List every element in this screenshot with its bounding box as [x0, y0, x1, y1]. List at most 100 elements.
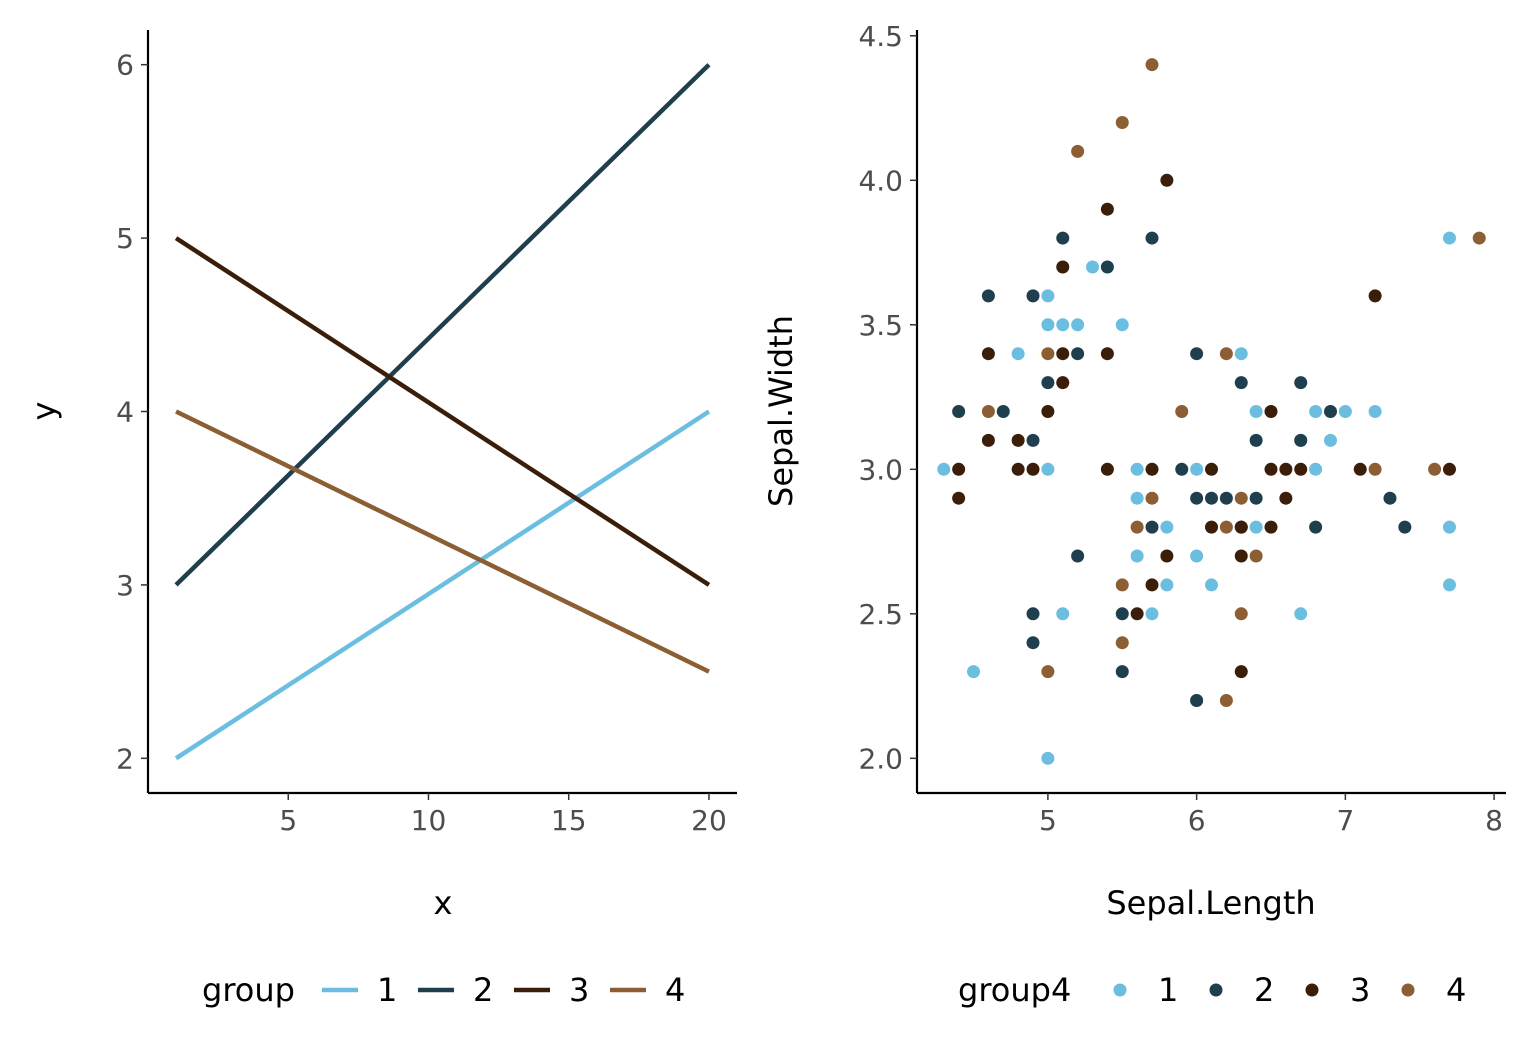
scatter-point-group-3 [1234, 520, 1248, 534]
scatter-point-group-3 [1442, 462, 1456, 476]
scatter-point-group-2 [1294, 376, 1308, 390]
right-x-tick-label: 6 [1188, 804, 1206, 837]
scatter-point-group-2 [1249, 433, 1263, 447]
scatter-point-group-2 [1115, 607, 1129, 621]
right-y-tick-label: 3.5 [858, 309, 903, 342]
left-legend-label-4: 4 [665, 971, 685, 1009]
left-x-tick-label: 10 [411, 804, 447, 837]
left-y-tick-label: 4 [116, 396, 134, 429]
line-series-2 [174, 63, 711, 587]
scatter-point-group-1 [1323, 433, 1337, 447]
right-y-tick-label: 3.0 [858, 453, 903, 486]
right-legend-key-4 [1401, 983, 1415, 997]
left-y-tick-label: 2 [116, 742, 134, 775]
scatter-point-group-3 [1264, 462, 1278, 476]
scatter-point-group-1 [1130, 462, 1144, 476]
scatter-point-group-4 [1219, 694, 1233, 708]
scatter-point-group-3 [1205, 520, 1218, 534]
scatter-point-group-1 [1294, 607, 1308, 621]
scatter-point-group-4 [1115, 115, 1129, 129]
scatter-point-group-3 [1011, 462, 1025, 476]
scatter-point-group-2 [1190, 491, 1204, 505]
left-y-axis-title: y [25, 402, 63, 421]
scatter-point-group-3 [952, 462, 966, 476]
scatter-point-group-3 [952, 491, 966, 505]
scatter-point-group-2 [1383, 491, 1397, 505]
scatter-point-group-4 [1145, 491, 1159, 505]
scatter-point-group-3 [1130, 607, 1144, 621]
right-x-axis-title: Sepal.Length [1106, 884, 1315, 922]
scatter-point-group-1 [1041, 751, 1055, 765]
scatter-point-group-2 [1100, 260, 1114, 274]
scatter-point-group-1 [967, 665, 981, 679]
line-series-1 [174, 409, 711, 761]
scatter-point-group-3 [1100, 202, 1114, 216]
scatter-point-group-3 [1264, 405, 1278, 418]
scatter-point-group-1 [1368, 405, 1382, 418]
left-x-tick-label: 15 [551, 804, 587, 837]
scatter-point-group-1 [1056, 318, 1070, 332]
scatter-point-group-4 [1041, 665, 1055, 679]
scatter-point-group-2 [1190, 347, 1204, 361]
scatter-point-group-1 [1249, 405, 1263, 418]
right-legend-label-3: 3 [1350, 971, 1370, 1009]
scatter-point-group-2 [996, 405, 1010, 418]
right-legend-title: group4 [958, 971, 1071, 1009]
scatter-point-group-3 [1234, 549, 1248, 563]
scatter-point-group-4 [1115, 578, 1129, 592]
scatter-point-group-2 [1056, 231, 1070, 245]
scatter-point-group-3 [1011, 433, 1025, 447]
scatter-point-group-2 [1041, 376, 1055, 390]
scatter-point-group-3 [1160, 173, 1174, 187]
scatter-point-group-3 [1041, 405, 1055, 418]
scatter-point-group-1 [1190, 462, 1204, 476]
scatter-point-group-2 [1234, 376, 1248, 390]
scatter-point-group-4 [1234, 491, 1248, 505]
right-y-tick-label: 2.0 [858, 742, 903, 775]
scatter-point-group-1 [1011, 347, 1025, 361]
scatter-point-group-1 [1041, 462, 1055, 476]
scatter-point-group-1 [1041, 318, 1055, 332]
scatter-point-group-3 [1353, 462, 1367, 476]
right-y-tick-label: 4.0 [858, 164, 903, 197]
scatter-point-group-1 [1071, 318, 1085, 332]
left-legend-label-2: 2 [473, 971, 493, 1009]
scatter-points-group [937, 58, 1486, 765]
line-series-4 [175, 409, 710, 674]
scatter-point-group-2 [1323, 405, 1337, 418]
scatter-point-group-1 [1130, 491, 1144, 505]
scatter-point-group-3 [1056, 376, 1070, 390]
right-legend-key-3 [1305, 983, 1319, 997]
scatter-point-group-3 [1145, 462, 1159, 476]
right-x-tick-label: 8 [1485, 804, 1503, 837]
scatter-point-group-3 [1056, 260, 1070, 274]
scatter-point-group-1 [1205, 578, 1218, 592]
left-y-tick-label: 6 [116, 49, 134, 82]
scatter-point-group-4 [1472, 231, 1486, 245]
scatter-point-group-2 [1398, 520, 1412, 534]
right-legend-key-1 [1113, 983, 1127, 997]
scatter-point-group-4 [1219, 347, 1233, 361]
scatter-point-group-4 [1115, 636, 1129, 650]
scatter-point-group-2 [1115, 665, 1129, 679]
scatter-point-group-4 [1234, 607, 1248, 621]
scatter-point-group-3 [1234, 665, 1248, 679]
scatter-point-group-3 [1264, 520, 1278, 534]
line-series-3 [174, 236, 711, 587]
left-y-tick-label: 3 [116, 569, 134, 602]
scatter-point-group-3 [1279, 491, 1293, 505]
scatter-point-group-4 [1145, 58, 1159, 72]
scatter-point-group-1 [1338, 405, 1352, 418]
left-x-tick-label: 20 [691, 804, 727, 837]
left-legend-label-3: 3 [569, 971, 589, 1009]
line-chart-panel: 5 10 15 20 2 3 4 5 6 x y group 1 2 3 4 [25, 30, 737, 1009]
left-legend-title: group [202, 971, 295, 1009]
scatter-point-group-4 [1368, 462, 1382, 476]
scatter-point-group-1 [1160, 520, 1174, 534]
scatter-point-group-3 [1145, 578, 1159, 592]
scatter-point-group-2 [1145, 231, 1159, 245]
scatter-point-group-1 [1442, 231, 1456, 245]
scatter-point-group-2 [1145, 520, 1159, 534]
scatter-point-group-4 [1219, 520, 1233, 534]
